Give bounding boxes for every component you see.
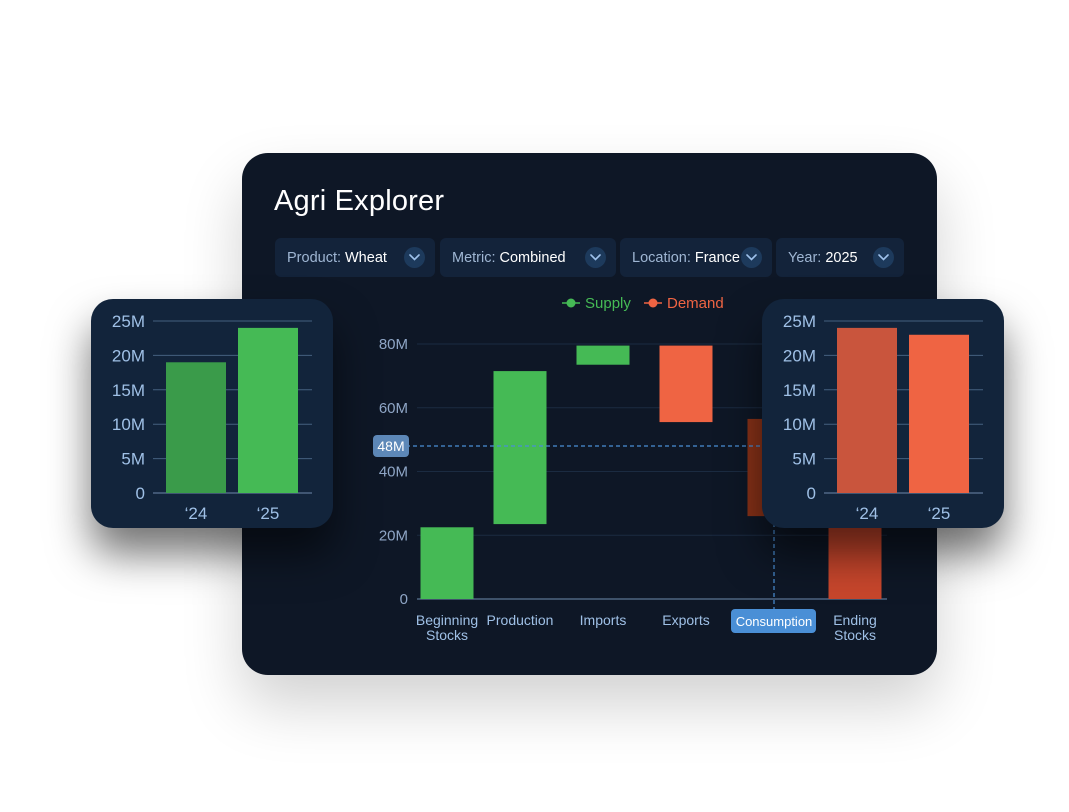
x-category-label: Production (487, 612, 554, 628)
mini-y-tick-label: 0 (807, 484, 816, 503)
mini-y-tick-label: 20M (783, 346, 816, 365)
y-tick-label: 0 (400, 591, 408, 608)
mini-y-tick-label: 5M (792, 450, 816, 469)
y-tick-label: 60M (379, 400, 408, 417)
location-filter-label: Location: (632, 249, 691, 266)
mini-y-tick-label: 25M (783, 312, 816, 331)
location-filter-value: France (694, 249, 740, 266)
legend-marker (566, 298, 576, 308)
mini-x-tick-label: ‘25 (257, 504, 280, 523)
mini-y-tick-label: 10M (783, 415, 816, 434)
x-category-label: Beginning Stocks (416, 612, 478, 643)
mini-y-tick-label: 25M (112, 312, 145, 331)
x-category-label: Exports (662, 612, 709, 628)
highlight-value-badge (373, 435, 409, 457)
mini-y-tick-label: 10M (112, 415, 145, 434)
chevron-down-icon[interactable] (741, 247, 762, 268)
year-filter[interactable]: Year: 2025 (776, 238, 904, 277)
highlight-category-badge (731, 609, 816, 633)
mini-bar (238, 327, 298, 493)
demand-mini-card: 0 5M 10M 15M 20M 25M ‘24 ‘25 (762, 299, 1004, 528)
year-filter-label: Year: (788, 249, 822, 266)
product-filter[interactable]: Product: Wheat (275, 238, 435, 277)
mini-y-tick-label: 15M (783, 381, 816, 400)
mini-y-tick-label: 15M (112, 381, 145, 400)
mini-bar (909, 334, 969, 493)
legend-label: Demand (667, 295, 724, 312)
highlight-value-label: 48M (377, 438, 404, 454)
waterfall-bar (576, 345, 630, 365)
waterfall-bar (659, 345, 713, 423)
x-category-label: Ending Stocks (833, 612, 877, 643)
mini-x-tick-label: ‘25 (928, 504, 951, 523)
chevron-down-icon[interactable] (404, 247, 425, 268)
chevron-down-icon[interactable] (585, 247, 606, 268)
mini-x-tick-label: ‘24 (856, 504, 879, 523)
product-filter-label: Product: (287, 249, 341, 266)
supply-mini-card: 0 5M 10M 15M 20M 25M ‘24 ‘25 (91, 299, 333, 528)
y-tick-label: 20M (379, 527, 408, 544)
year-filter-value: 2025 (825, 249, 858, 266)
mini-y-tick-label: 20M (112, 346, 145, 365)
metric-filter-value: Combined (499, 249, 566, 266)
legend-marker (648, 298, 658, 308)
mini-x-tick-label: ‘24 (185, 504, 208, 523)
mini-y-tick-label: 0 (136, 484, 145, 503)
demand-mini-chart: 0 5M 10M 15M 20M 25M ‘24 ‘25 (783, 312, 983, 523)
metric-filter[interactable]: Metric: Combined (440, 238, 616, 277)
legend-label: Supply (585, 295, 631, 312)
mini-bar (837, 327, 897, 493)
waterfall-bar (420, 527, 474, 599)
supply-mini-chart: 0 5M 10M 15M 20M 25M ‘24 ‘25 (112, 312, 312, 523)
location-filter[interactable]: Location: France (620, 238, 772, 277)
mini-bar (166, 362, 226, 493)
x-category-label: Consumption (736, 614, 813, 629)
metric-filter-label: Metric: (452, 249, 496, 266)
y-tick-label: 80M (379, 336, 408, 353)
mini-y-tick-label: 5M (121, 450, 145, 469)
x-category-label: Imports (580, 612, 627, 628)
chevron-down-icon[interactable] (873, 247, 894, 268)
page-title: Agri Explorer (274, 185, 445, 217)
product-filter-value: Wheat (345, 249, 387, 266)
y-tick-label: 40M (379, 464, 408, 481)
waterfall-bar (493, 371, 547, 525)
waterfall-bar (828, 516, 882, 599)
